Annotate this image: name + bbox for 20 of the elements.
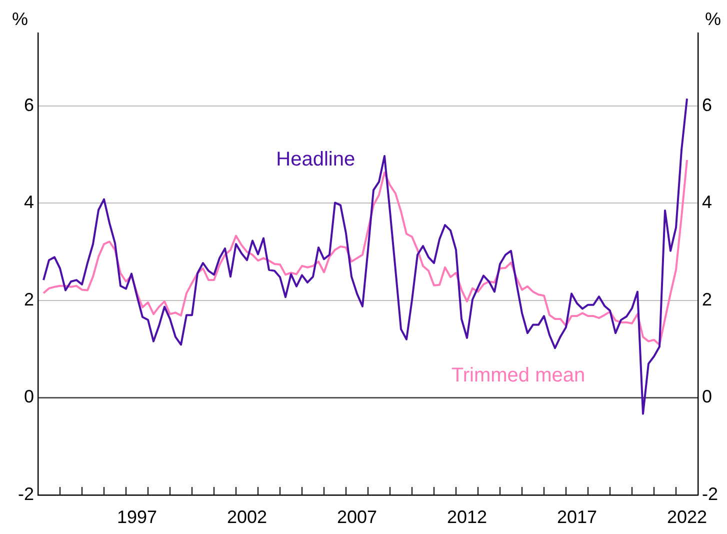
x-tick-label: 2022 — [666, 506, 708, 527]
y2-tick-label: 2 — [702, 289, 712, 310]
x-tick-label: 1997 — [116, 506, 158, 527]
y2-tick-label: 4 — [702, 192, 712, 212]
y2-tick-label: 0 — [702, 386, 712, 407]
y-axis-title: % — [12, 8, 28, 29]
x-tick-label: 2007 — [336, 506, 378, 527]
y-tick-label: 0 — [24, 386, 34, 407]
y-tick-label: 4 — [24, 192, 34, 212]
x-tick-label: 2002 — [226, 506, 268, 527]
y2-tick-label: 6 — [702, 94, 712, 115]
y-tick-label: 6 — [24, 94, 34, 115]
x-tick-label: 2017 — [556, 506, 598, 527]
y2-axis-title: % — [704, 8, 722, 29]
y2-tick-label: -2 — [702, 484, 718, 504]
y-tick-label: 2 — [24, 289, 34, 310]
text: Trimmed mean — [451, 364, 586, 386]
y-tick-label: -2 — [18, 484, 34, 504]
series-label: Headline — [276, 148, 356, 170]
x-tick-label: 2012 — [446, 506, 488, 527]
